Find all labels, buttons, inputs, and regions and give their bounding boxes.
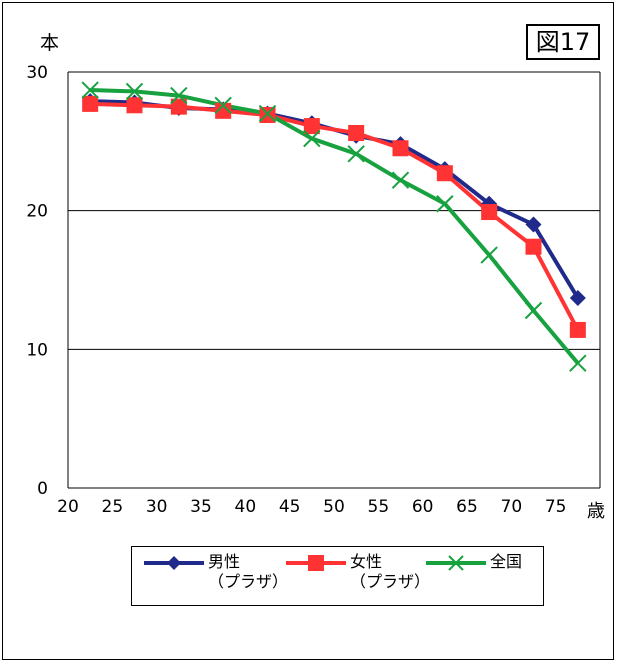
x-tick-label: 40 <box>235 497 257 517</box>
x-tick-label: 25 <box>102 497 124 517</box>
data-point-national <box>125 82 144 101</box>
axes <box>67 72 601 489</box>
legend-label-female: 女性 <box>350 552 383 571</box>
data-point-national <box>347 145 365 163</box>
legend-label-male: 男性 <box>208 552 241 571</box>
data-point-national <box>81 81 99 99</box>
data-point-national <box>391 171 410 189</box>
legend-label-national: 全国 <box>490 552 523 571</box>
data-point-national <box>436 195 454 213</box>
data-point-national <box>524 301 543 320</box>
data-point-female <box>82 95 99 112</box>
data-point-male <box>525 216 542 233</box>
legend-sublabel-male: （プラザ） <box>208 572 289 591</box>
data-point-female <box>481 204 498 221</box>
data-point-female <box>392 140 409 157</box>
data-point-national <box>170 86 188 105</box>
x-tick-label: 45 <box>279 497 301 517</box>
series-line-national <box>90 88 580 365</box>
data-point-female <box>215 102 232 119</box>
legend-sublabel-female: （プラザ） <box>350 572 431 591</box>
x-tick-label: 70 <box>501 497 523 517</box>
series-line-female <box>90 101 580 331</box>
data-point-national <box>214 96 232 114</box>
x-tick-label: 55 <box>368 497 390 517</box>
x-tick-label: 50 <box>323 497 345 517</box>
data-point-national <box>480 246 498 264</box>
figure-number-badge: 図17 <box>526 24 600 60</box>
series-lines <box>90 88 580 365</box>
series-markers <box>81 81 587 372</box>
legend-swatch-national <box>426 555 486 571</box>
x-tick-label: 75 <box>545 497 567 517</box>
data-point-female <box>170 98 187 115</box>
legend-swatch-male <box>144 556 204 570</box>
grid-lines <box>68 71 600 350</box>
x-tick-label: 20 <box>57 497 79 517</box>
data-point-national <box>569 354 587 372</box>
data-point-female <box>126 97 143 114</box>
data-point-female <box>569 321 586 338</box>
data-point-male <box>569 290 586 307</box>
y-tick-label: 30 <box>26 63 48 83</box>
y-axis-unit-label: 本 <box>40 32 60 54</box>
legend-swatch-female <box>286 555 346 571</box>
y-tick-label: 20 <box>26 202 48 222</box>
x-axis-unit-label: 歳 <box>587 501 605 522</box>
data-point-female <box>303 118 320 135</box>
x-tick-label: 35 <box>190 497 212 517</box>
y-tick-label: 10 <box>26 340 48 360</box>
x-tick-label: 60 <box>412 497 434 517</box>
data-point-female <box>525 238 542 255</box>
y-tick-label: 0 <box>37 479 48 499</box>
data-point-national <box>303 129 321 148</box>
data-point-female <box>348 125 365 142</box>
tick-labels: 0 10 20 30 20 25 30 35 40 45 50 55 60 65 70 75 <box>26 63 566 517</box>
legend: 男性 （プラザ） 女性 （プラザ） 全国 <box>131 546 544 606</box>
x-tick-label: 30 <box>146 497 168 517</box>
data-point-national <box>258 104 277 123</box>
data-point-female <box>436 165 453 182</box>
x-tick-label: 65 <box>456 497 478 517</box>
